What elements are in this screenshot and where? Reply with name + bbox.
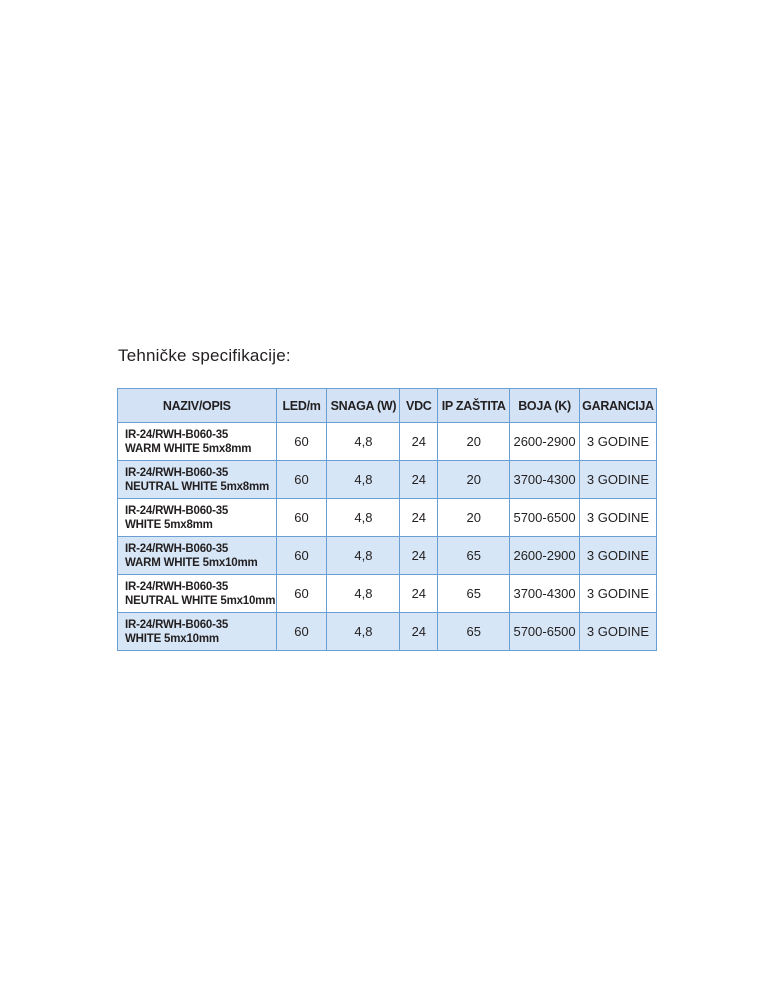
product-desc: WARM WHITE 5mx8mm bbox=[125, 442, 252, 455]
cell-vdc: 24 bbox=[399, 498, 439, 537]
table-row: IR-24/RWH-B060-35 NEUTRAL WHITE 5mx8mm 60 4… bbox=[117, 460, 658, 499]
header-power: SNAGA (W) bbox=[326, 388, 401, 423]
header-color: BOJA (K) bbox=[509, 388, 580, 423]
cell-vdc: 24 bbox=[399, 574, 439, 613]
table-row: IR-24/RWH-B060-35 WHITE 5mx8mm 60 4,8 24 20 57… bbox=[117, 498, 658, 537]
cell-name: IR-24/RWH-B060-35 WHITE 5mx8mm bbox=[117, 498, 277, 537]
product-desc: WHITE 5mx10mm bbox=[125, 632, 219, 645]
table-row: IR-24/RWH-B060-35 WARM WHITE 5mx10mm 60 4,8… bbox=[117, 536, 658, 575]
cell-led: 60 bbox=[275, 612, 328, 651]
product-code: IR-24/RWH-B060-35 bbox=[125, 542, 229, 555]
cell-color: 5700-6500 bbox=[509, 612, 580, 651]
cell-led: 60 bbox=[275, 536, 328, 575]
cell-ip: 20 bbox=[437, 422, 511, 461]
product-code: IR-24/RWH-B060-35 bbox=[125, 428, 229, 441]
cell-power: 4,8 bbox=[326, 612, 401, 651]
product-desc: WHITE 5mx8mm bbox=[125, 518, 213, 531]
spec-table: NAZIV/OPIS LED/m SNAGA (W) VDC IP ZAŠTIT… bbox=[117, 388, 658, 651]
cell-name: IR-24/RWH-B060-35 NEUTRAL WHITE 5mx8mm bbox=[117, 460, 277, 499]
product-desc: WARM WHITE 5mx10mm bbox=[125, 556, 258, 569]
cell-color: 2600-2900 bbox=[509, 422, 580, 461]
cell-vdc: 24 bbox=[399, 536, 439, 575]
cell-ip: 65 bbox=[437, 536, 511, 575]
cell-led: 60 bbox=[275, 498, 328, 537]
cell-ip: 20 bbox=[437, 460, 511, 499]
cell-power: 4,8 bbox=[326, 460, 401, 499]
cell-warranty: 3 GODINE bbox=[578, 422, 658, 461]
cell-ip: 65 bbox=[437, 612, 511, 651]
product-desc: NEUTRAL WHITE 5mx10mm bbox=[125, 594, 276, 607]
cell-ip: 20 bbox=[437, 498, 511, 537]
section-title: Tehničke specifikacije: bbox=[118, 346, 291, 365]
cell-vdc: 24 bbox=[399, 460, 439, 499]
cell-name: IR-24/RWH-B060-35 NEUTRAL WHITE 5mx10mm bbox=[117, 574, 277, 613]
header-warranty: GARANCIJA bbox=[578, 388, 658, 423]
cell-name: IR-24/RWH-B060-35 WHITE 5mx10mm bbox=[117, 612, 277, 651]
cell-name: IR-24/RWH-B060-35 WARM WHITE 5mx10mm bbox=[117, 536, 277, 575]
cell-warranty: 3 GODINE bbox=[578, 536, 658, 575]
cell-color: 3700-4300 bbox=[509, 460, 580, 499]
product-desc: NEUTRAL WHITE 5mx8mm bbox=[125, 480, 270, 493]
header-row: NAZIV/OPIS LED/m SNAGA (W) VDC IP ZAŠTIT… bbox=[117, 388, 658, 423]
cell-vdc: 24 bbox=[399, 612, 439, 651]
product-code: IR-24/RWH-B060-35 bbox=[125, 466, 229, 479]
cell-led: 60 bbox=[275, 460, 328, 499]
cell-vdc: 24 bbox=[399, 422, 439, 461]
product-code: IR-24/RWH-B060-35 bbox=[125, 580, 229, 593]
cell-warranty: 3 GODINE bbox=[578, 498, 658, 537]
cell-led: 60 bbox=[275, 574, 328, 613]
cell-warranty: 3 GODINE bbox=[578, 460, 658, 499]
cell-color: 2600-2900 bbox=[509, 536, 580, 575]
table-row: IR-24/RWH-B060-35 NEUTRAL WHITE 5mx10mm 60… bbox=[117, 574, 658, 613]
header-name: NAZIV/OPIS bbox=[117, 388, 277, 423]
cell-power: 4,8 bbox=[326, 498, 401, 537]
cell-color: 3700-4300 bbox=[509, 574, 580, 613]
cell-color: 5700-6500 bbox=[509, 498, 580, 537]
cell-name: IR-24/RWH-B060-35 WARM WHITE 5mx8mm bbox=[117, 422, 277, 461]
cell-power: 4,8 bbox=[326, 574, 401, 613]
cell-warranty: 3 GODINE bbox=[578, 574, 658, 613]
cell-ip: 65 bbox=[437, 574, 511, 613]
product-code: IR-24/RWH-B060-35 bbox=[125, 618, 229, 631]
header-ip: IP ZAŠTITA bbox=[437, 388, 511, 423]
header-led: LED/m bbox=[275, 388, 328, 423]
cell-led: 60 bbox=[275, 422, 328, 461]
cell-power: 4,8 bbox=[326, 536, 401, 575]
table-row: IR-24/RWH-B060-35 WHITE 5mx10mm 60 4,8 24 65 5… bbox=[117, 612, 658, 651]
table-row: IR-24/RWH-B060-35 WARM WHITE 5mx8mm 60 4,8 2… bbox=[117, 422, 658, 461]
header-vdc: VDC bbox=[399, 388, 439, 423]
cell-warranty: 3 GODINE bbox=[578, 612, 658, 651]
cell-power: 4,8 bbox=[326, 422, 401, 461]
product-code: IR-24/RWH-B060-35 bbox=[125, 504, 229, 517]
